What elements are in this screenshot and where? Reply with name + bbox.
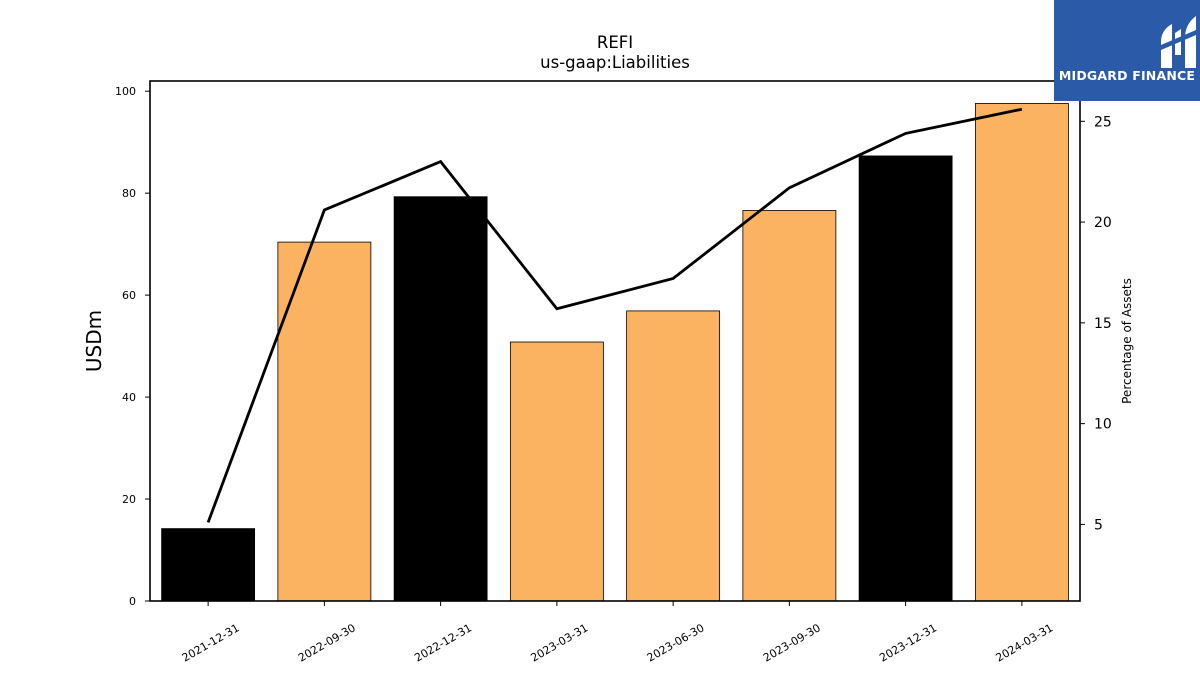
bar <box>742 210 837 602</box>
x-tick-label: 2023-03-31 <box>529 621 591 664</box>
chart-subtitle: us-gaap:Liabilities <box>540 53 690 72</box>
y-tick-label: 60 <box>122 289 136 302</box>
y2-tick-label: 10 <box>1094 417 1112 433</box>
y2-tick-label: 5 <box>1094 517 1103 533</box>
logo-mark-icon <box>1161 16 1196 68</box>
x-tick-label: 2024-03-31 <box>994 621 1056 664</box>
x-tick-label: 2023-12-31 <box>877 621 939 664</box>
line-series <box>206 107 1023 523</box>
bar <box>277 241 372 602</box>
x-tick-label: 2022-12-31 <box>412 621 474 664</box>
bar <box>858 155 953 602</box>
plot-area: 0 20 40 60 80 100 5 10 15 20 25 2021-12-31 2022-09-3… <box>115 80 1112 665</box>
y-axis-label: USDm <box>82 310 106 372</box>
y-tick-label: 40 <box>122 391 136 404</box>
plot-frame <box>149 80 1081 602</box>
y2-tick-label: 25 <box>1094 114 1112 130</box>
x-tick-label: 2022-09-30 <box>296 621 358 664</box>
chart-title: REFI <box>597 33 633 52</box>
x-tick-label: 2023-06-30 <box>645 621 707 664</box>
logo-text: MIDGARD FINANCE <box>1058 68 1196 83</box>
y-tick-label: 20 <box>122 493 136 506</box>
bar <box>393 196 488 602</box>
y-tick-label: 100 <box>115 85 136 98</box>
bar <box>974 103 1069 602</box>
y-tick-label: 0 <box>129 595 136 608</box>
bar <box>161 528 256 602</box>
y2-axis-label: Percentage of Assets <box>1120 278 1134 404</box>
midgard-finance-logo: MIDGARD FINANCE <box>1054 0 1200 101</box>
bar <box>509 341 604 602</box>
y-tick-label: 80 <box>122 187 136 200</box>
y2-tick-label: 15 <box>1094 316 1112 332</box>
bar <box>626 310 721 602</box>
x-tick-label: 2021-12-31 <box>180 621 242 664</box>
y2-tick-label: 20 <box>1094 215 1112 231</box>
x-tick-label: 2023-09-30 <box>761 621 823 664</box>
